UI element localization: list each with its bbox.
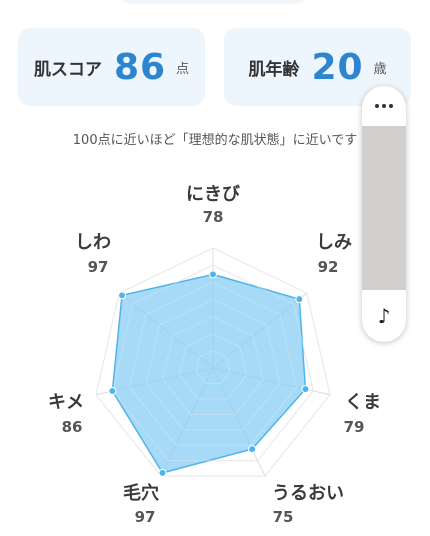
radar-axis-label: キメ xyxy=(48,392,84,413)
radar-axis-label: にきび xyxy=(186,184,241,205)
radar-grid-ring-overlay xyxy=(195,350,231,384)
score-note: 100点に近いほど「理想的な肌状態」に近いです xyxy=(72,133,358,148)
radar-grid-ring-overlay xyxy=(179,333,247,400)
skin-age-value: 20 xyxy=(311,46,364,88)
top-card-stub xyxy=(118,0,308,4)
radar-grid-ring-overlay xyxy=(112,264,314,462)
floating-control-panel[interactable]: ♪ xyxy=(362,86,406,342)
radar-data-point xyxy=(158,468,167,477)
skin-age-unit: 歳 xyxy=(373,61,387,77)
radar-axis-label: しみ xyxy=(316,232,352,253)
radar-axis-value: 78 xyxy=(203,208,224,226)
skin-age-label: 肌年齢 xyxy=(248,59,300,80)
radar-grid-ring-overlay xyxy=(95,247,331,477)
more-options-button[interactable] xyxy=(362,86,406,126)
radar-data-point xyxy=(108,386,117,395)
radar-axis-value: 86 xyxy=(62,418,83,436)
radar-grid-ring-overlay xyxy=(128,281,298,446)
radar-data-point xyxy=(301,385,310,394)
skin-score-value: 86 xyxy=(113,46,167,88)
music-button[interactable]: ♪ xyxy=(362,290,406,342)
music-note-icon: ♪ xyxy=(377,304,391,328)
radar-axis-value: 75 xyxy=(273,508,294,526)
radar-axis-value: 97 xyxy=(88,258,109,276)
radar-axis-label: しわ xyxy=(75,232,111,253)
radar-axis-label: 毛穴 xyxy=(123,482,159,504)
radar-grid-ring-overlay xyxy=(145,298,281,431)
radar-axis-label: くま xyxy=(345,392,381,413)
skin-score-label: 肌スコア xyxy=(33,59,102,80)
radar-data-point xyxy=(295,295,304,304)
radar-axis-value: 79 xyxy=(344,418,365,436)
radar-data-point xyxy=(248,445,257,454)
radar-data-point xyxy=(209,270,217,279)
radar-data-point xyxy=(117,291,126,300)
skin-score-unit: 点 xyxy=(176,61,190,77)
radar-axis-label: うるおい xyxy=(272,483,344,504)
radar-grid-ring-overlay xyxy=(162,316,264,415)
more-dots-icon xyxy=(375,104,393,108)
radar-grid-ring xyxy=(95,247,331,477)
skin-score-card: 肌スコア 86 点 xyxy=(18,28,205,106)
radar-axis-value: 97 xyxy=(135,508,156,526)
radar-axis-value: 92 xyxy=(318,258,339,276)
radar-data-area xyxy=(111,273,307,474)
